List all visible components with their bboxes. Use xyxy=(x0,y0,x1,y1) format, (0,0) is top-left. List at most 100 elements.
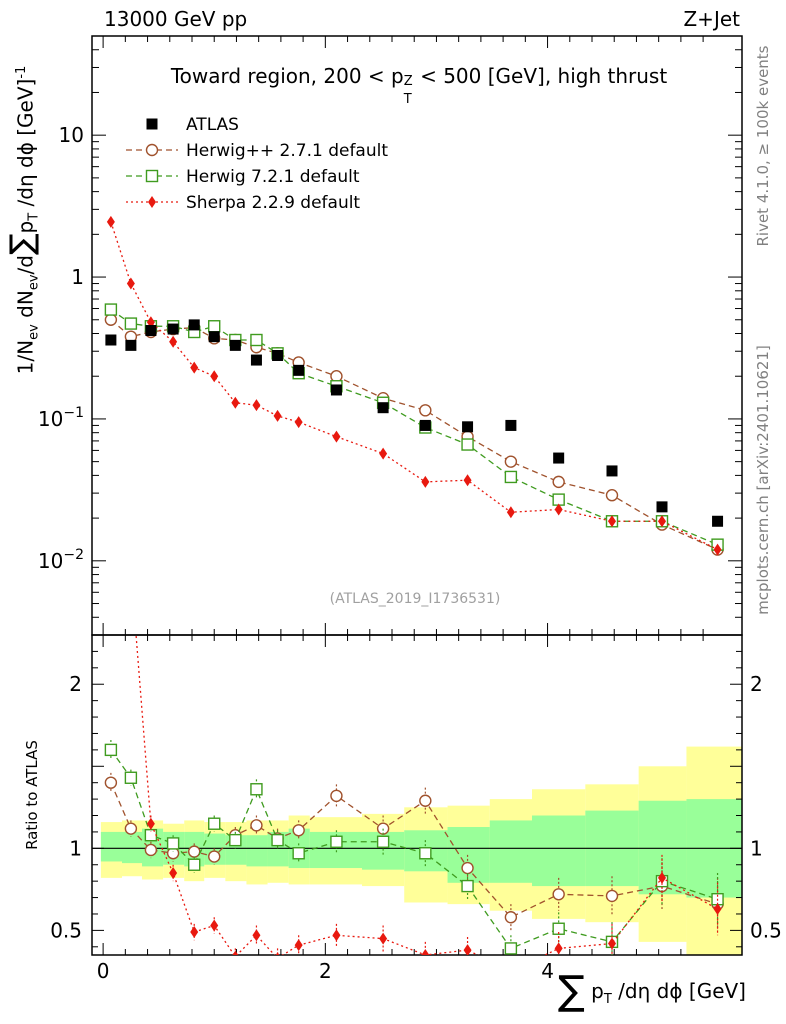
ratio-point-sherpa-2-2-9-default xyxy=(421,949,430,955)
y-axis-label: 1/Nev dNev/d∑pT /dη dϕ [GeV]-1 xyxy=(2,65,42,375)
band-green xyxy=(489,820,532,883)
legend-label-herwig-7-2-1-default: Herwig 7.2.1 default xyxy=(186,167,360,187)
ratio-point-herwig-2-7-1-default xyxy=(104,776,118,789)
point-atlas xyxy=(656,501,668,513)
point-atlas xyxy=(229,339,241,351)
main-panel: 10−2 10−1 1 10 xyxy=(38,35,743,955)
point-sherpa-2-2-9-default xyxy=(379,447,388,460)
ratio-point-herwig-2-7-1-default xyxy=(208,850,221,863)
ratio-point-herwig-7-2-1-default xyxy=(552,922,565,935)
ratio-point-sherpa-2-2-9-default xyxy=(190,926,199,939)
band-green xyxy=(122,831,142,864)
point-sherpa-2-2-9-default xyxy=(106,215,115,228)
point-sherpa-2-2-9-default xyxy=(421,475,430,488)
ratio-y-tick-label: 1 xyxy=(69,836,82,860)
ratio-frame xyxy=(91,634,743,956)
point-atlas xyxy=(553,452,565,464)
x-tick-label: 4 xyxy=(541,959,554,983)
ratio-point-herwig-7-2-1-default xyxy=(104,743,118,757)
ratio-point-sherpa-2-2-9-default xyxy=(608,937,616,950)
ratio-point-herwig-7-2-1-default xyxy=(250,783,263,796)
point-sherpa-2-2-9-default xyxy=(713,543,722,556)
ratio-point-herwig-2-7-1-default xyxy=(552,888,565,901)
header-right: Z+Jet xyxy=(683,7,740,31)
series-line-herwig-7-2-1-default xyxy=(110,309,718,546)
legend-label-sherpa-2-2-9-default: Sherpa 2.2.9 default xyxy=(186,193,360,213)
point-atlas xyxy=(208,331,220,343)
point-atlas xyxy=(250,354,262,366)
ratio-point-herwig-7-2-1-default xyxy=(292,847,305,860)
ratio-point-sherpa-2-2-9-default xyxy=(275,952,280,955)
point-atlas xyxy=(167,323,179,335)
point-atlas xyxy=(330,384,342,396)
ratio-point-sherpa-2-2-9-default xyxy=(127,563,135,575)
ratio-point-herwig-2-7-1-default xyxy=(144,843,158,857)
point-atlas xyxy=(105,334,117,346)
point-atlas xyxy=(419,419,431,431)
point-herwig-7-2-1-default xyxy=(504,470,518,484)
band-green xyxy=(447,827,490,883)
ratio-point-sherpa-2-2-9-default xyxy=(169,866,178,879)
point-sherpa-2-2-9-default xyxy=(231,396,240,409)
ratio-point-sherpa-2-2-9-default xyxy=(210,919,219,932)
point-atlas xyxy=(145,325,157,337)
point-sherpa-2-2-9-default xyxy=(190,361,199,374)
point-atlas xyxy=(125,339,137,351)
ratio-point-sherpa-2-2-9-default xyxy=(713,903,722,916)
analysis-tag: (ATLAS_2019_I1736531) xyxy=(329,591,501,607)
x-tick-label: 2 xyxy=(319,959,332,983)
ratio-point-herwig-7-2-1-default xyxy=(229,833,242,847)
point-atlas xyxy=(377,402,389,414)
point-sherpa-2-2-9-default xyxy=(126,277,135,290)
ratio-point-herwig-2-7-1-default xyxy=(250,819,263,832)
point-sherpa-2-2-9-default xyxy=(332,430,341,443)
main-data xyxy=(104,215,724,556)
ratio-y-label: Ratio to ATLAS xyxy=(23,740,41,850)
ratio-point-herwig-7-2-1-default xyxy=(188,858,201,871)
y-tick-label: 10−2 xyxy=(38,547,84,573)
legend: ATLAS Herwig++ 2.7.1 default Herwig 7.2.1 … xyxy=(126,115,388,213)
ratio-point-herwig-7-2-1-default xyxy=(461,879,474,893)
point-atlas xyxy=(188,319,200,331)
header-left: 13000 GeV pp xyxy=(104,7,248,31)
ratio-point-sherpa-2-2-9-default xyxy=(252,929,261,942)
ratio-point-herwig-7-2-1-default xyxy=(376,835,390,848)
ratio-point-sherpa-2-2-9-default xyxy=(332,929,341,942)
band-green xyxy=(246,835,268,867)
ratio-point-sherpa-2-2-9-default xyxy=(232,950,239,955)
point-sherpa-2-2-9-default xyxy=(252,399,261,412)
ratio-y-tick-label-right: 0.5 xyxy=(750,918,782,942)
point-herwig-7-2-1-default xyxy=(461,438,474,451)
point-sherpa-2-2-9-default xyxy=(554,503,563,516)
ratio-point-herwig-2-7-1-default xyxy=(330,789,343,803)
point-herwig-7-2-1-default xyxy=(124,317,138,330)
ratio-point-herwig-7-2-1-default xyxy=(271,833,284,847)
ratio-point-herwig-7-2-1-default xyxy=(208,817,221,830)
point-herwig-7-2-1-default xyxy=(552,493,565,506)
point-atlas xyxy=(462,421,474,433)
point-sherpa-2-2-9-default xyxy=(463,474,472,487)
y-tick-label: 1 xyxy=(71,265,84,289)
ratio-point-herwig-7-2-1-default xyxy=(504,942,518,955)
ratio-point-herwig-2-7-1-default xyxy=(504,911,518,924)
point-herwig-7-2-1-default xyxy=(208,320,221,333)
point-herwig-2-7-1-default xyxy=(504,455,518,468)
y-tick-label: 10 xyxy=(59,123,84,147)
legend-marker-herwig-7-2-1-default xyxy=(145,169,159,183)
rivet-label: Rivet 4.1.0, ≥ 100k events xyxy=(754,45,772,247)
point-herwig-2-7-1-default xyxy=(104,313,118,326)
ratio-point-herwig-2-7-1-default xyxy=(124,822,138,835)
point-sherpa-2-2-9-default xyxy=(608,515,616,528)
point-sherpa-2-2-9-default xyxy=(506,506,515,519)
point-sherpa-2-2-9-default xyxy=(294,416,303,429)
ratio-point-herwig-7-2-1-default xyxy=(330,835,343,848)
y-tick-label: 10−1 xyxy=(38,405,84,431)
ratio-point-sherpa-2-2-9-default xyxy=(379,932,388,945)
ratio-point-herwig-7-2-1-default xyxy=(124,771,138,784)
point-atlas xyxy=(293,364,305,376)
ratio-point-herwig-2-7-1-default xyxy=(419,794,432,807)
ratio-y-tick-label: 2 xyxy=(69,672,82,696)
point-sherpa-2-2-9-default xyxy=(210,370,219,383)
